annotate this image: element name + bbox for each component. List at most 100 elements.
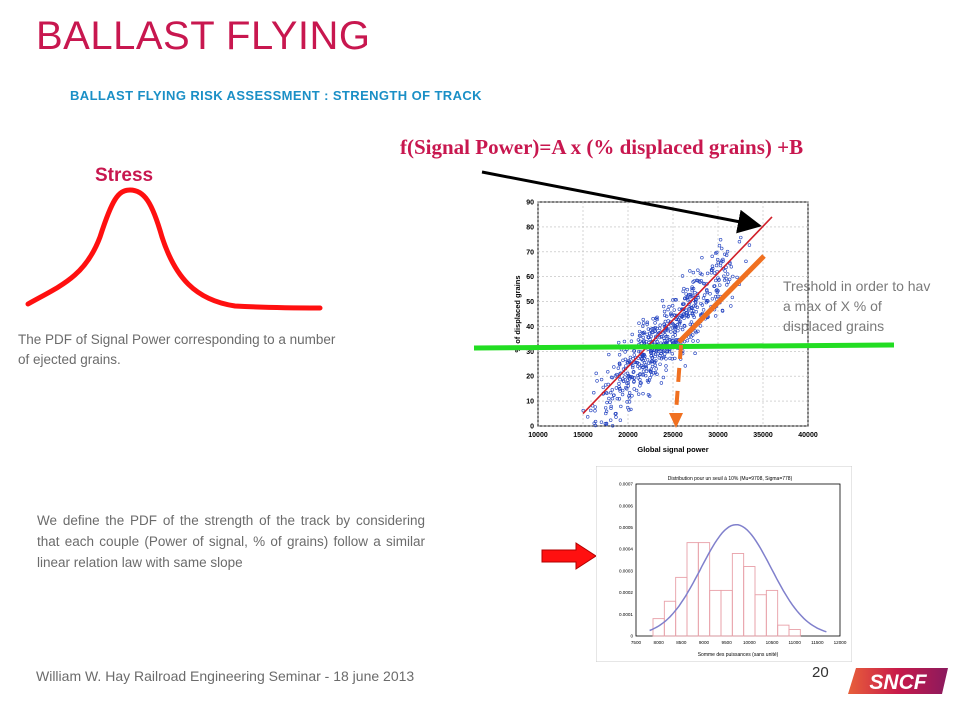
scatter-point	[630, 365, 635, 370]
scatter-point	[621, 379, 625, 383]
scatter-point	[725, 283, 729, 287]
scatter-point	[661, 355, 665, 360]
scatter-point	[718, 283, 722, 287]
scatter-point	[618, 418, 623, 422]
scatter-point	[654, 359, 658, 363]
scatter-point	[654, 316, 658, 321]
scatter-point	[638, 384, 642, 388]
scatter-x-tick-label: 30000	[708, 432, 728, 439]
scatter-point	[715, 288, 719, 292]
scatter-point	[610, 388, 614, 392]
scatter-point	[673, 297, 677, 302]
scatter-point	[661, 304, 666, 309]
scatter-point	[627, 396, 632, 400]
scatter-point	[627, 391, 632, 395]
scatter-point	[704, 300, 709, 305]
scatter-point	[641, 321, 646, 325]
scatter-point	[610, 375, 615, 380]
scatter-x-ticks: 10000 15000 20000 25000 30000 35000 40000	[528, 432, 818, 439]
scatter-point	[650, 330, 654, 335]
scatter-point	[589, 408, 593, 413]
scatter-point	[717, 243, 722, 248]
scatter-point	[618, 377, 622, 382]
scatter-x-tick-label: 25000	[663, 432, 683, 439]
scatter-point	[617, 362, 622, 366]
scatter-point	[637, 373, 642, 377]
scatter-point	[720, 309, 725, 313]
scatter-point	[696, 329, 700, 334]
scatter-point	[605, 400, 609, 405]
scatter-point	[702, 282, 707, 286]
histogram-x-tick-label: 7500	[631, 640, 642, 645]
scatter-point	[637, 366, 642, 370]
scatter-point	[618, 387, 622, 391]
scatter-point	[638, 334, 642, 338]
scatter-point	[670, 321, 675, 326]
scatter-point	[677, 320, 682, 325]
scatter-point	[664, 314, 669, 318]
scatter-point	[644, 364, 648, 369]
scatter-point	[631, 370, 636, 374]
scatter-point	[660, 298, 665, 303]
scatter-point	[628, 355, 633, 360]
scatter-point	[612, 393, 616, 397]
scatter-point	[594, 371, 598, 376]
stress-curve	[25, 187, 323, 311]
scatter-x-tick-label: 20000	[618, 432, 638, 439]
scatter-point	[617, 385, 621, 389]
scatter-point	[632, 379, 636, 383]
scatter-point	[687, 335, 691, 339]
scatter-point	[644, 366, 649, 370]
scatter-point	[615, 396, 620, 401]
scatter-point	[705, 289, 709, 293]
scatter-point	[695, 305, 699, 309]
scatter-point	[659, 381, 664, 385]
scatter-point	[669, 314, 674, 318]
scatter-point	[670, 352, 675, 356]
scatter-point	[648, 350, 653, 355]
scatter-point	[607, 396, 611, 401]
scatter-point	[614, 386, 619, 390]
scatter-point	[718, 238, 723, 242]
scatter-point	[689, 335, 693, 339]
scatter-y-tick-label: 40	[526, 324, 534, 331]
threshold-line	[473, 342, 895, 351]
scatter-point	[714, 263, 719, 268]
scatter-x-tick-label: 35000	[753, 432, 773, 439]
scatter-point	[625, 400, 629, 404]
scatter-point	[702, 293, 707, 297]
scatter-point	[632, 369, 636, 374]
scatter-point	[691, 286, 696, 291]
scatter-point	[713, 314, 718, 318]
scatter-point	[704, 298, 709, 303]
histogram-bars	[652, 542, 801, 637]
scatter-point	[687, 307, 691, 311]
scatter-point	[636, 373, 640, 378]
scatter-point	[651, 317, 655, 321]
scatter-point	[700, 255, 704, 260]
scatter-point	[654, 367, 658, 371]
scatter-point	[690, 306, 694, 310]
scatter-point	[694, 298, 698, 302]
scatter-point	[643, 354, 647, 359]
histogram-x-axis-label: Somme des puissances (sans unité)	[698, 652, 779, 658]
scatter-point	[724, 253, 729, 257]
scatter-point	[603, 421, 608, 426]
scatter-point	[668, 356, 672, 361]
scatter-point	[698, 324, 703, 328]
scatter-point	[700, 303, 705, 307]
scatter-point	[730, 295, 735, 300]
histogram-bar	[788, 629, 801, 637]
scatter-point	[647, 331, 652, 336]
scatter-point	[735, 275, 739, 280]
scatter-point	[626, 374, 630, 379]
scatter-point	[623, 350, 627, 354]
scatter-point	[603, 406, 608, 410]
shifted-fit-line	[677, 254, 766, 344]
scatter-point	[637, 321, 641, 325]
scatter-point	[713, 251, 718, 256]
scatter-point	[632, 376, 637, 380]
scatter-point	[716, 257, 720, 262]
scatter-point	[671, 322, 676, 327]
scatter-x-axis-label: Global signal power	[637, 445, 708, 454]
